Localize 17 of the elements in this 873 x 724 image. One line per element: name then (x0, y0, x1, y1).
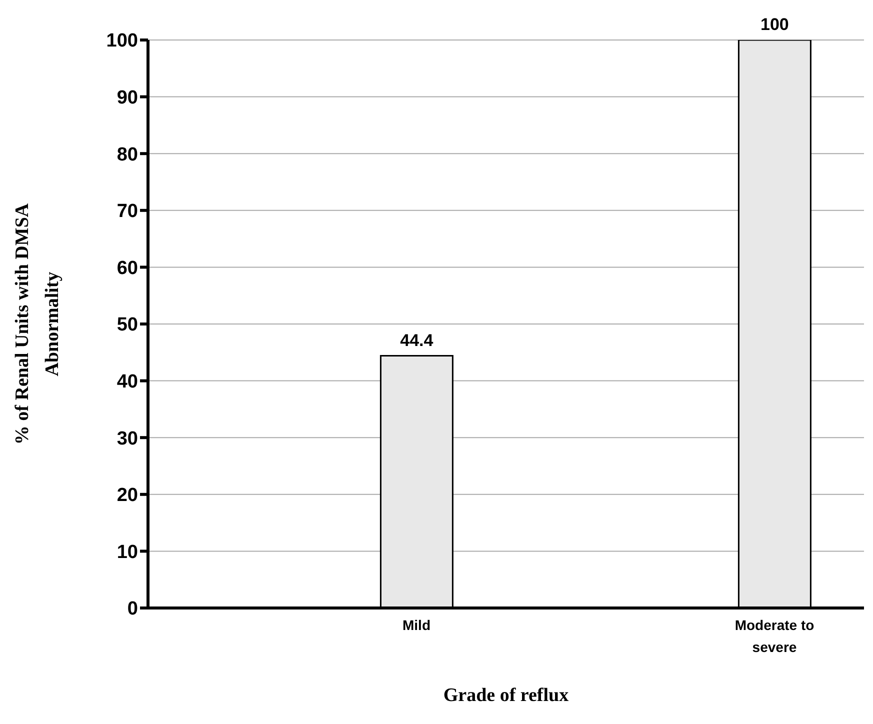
y-tick-label: 40 (116, 372, 138, 393)
y-tick-label: 20 (116, 485, 138, 506)
data-label: 100 (760, 15, 789, 34)
y-tick-label: 0 (127, 598, 138, 620)
y-tick-label: 10 (116, 542, 138, 563)
y-tick-label: 30 (116, 428, 138, 450)
y-tick-label: 60 (116, 258, 138, 279)
x-tick-label: Mild (402, 617, 430, 633)
y-tick-label: 50 (116, 314, 138, 336)
y-tick-label: 80 (116, 144, 138, 166)
x-axis-title: Grade of reflux (443, 685, 570, 706)
y-axis-title: % of Renal Units with DMSA Abnormality (12, 203, 63, 445)
data-label: 44.4 (400, 330, 434, 350)
y-tick-label: 100 (106, 30, 138, 52)
y-tick-label: 90 (116, 88, 138, 109)
x-tick-label: Moderate to severe (734, 617, 814, 655)
y-tick-label: 70 (116, 201, 138, 222)
